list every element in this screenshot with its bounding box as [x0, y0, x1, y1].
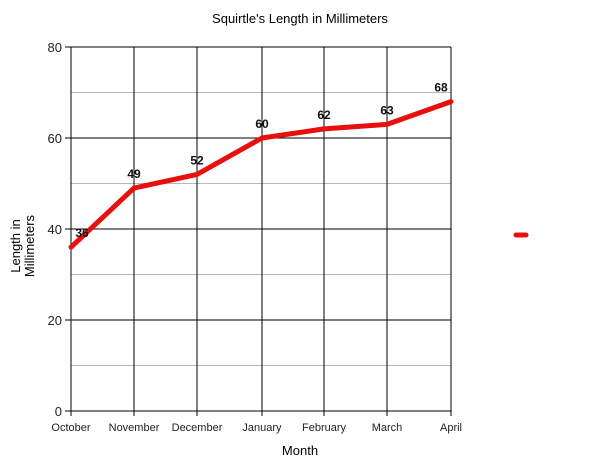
- x-tick-label: February: [302, 422, 347, 434]
- y-axis-ticks: 0 20 40 60 80: [48, 40, 62, 419]
- x-tick-label: December: [172, 422, 223, 434]
- x-tick-label: April: [440, 422, 462, 434]
- y-tick-label: 60: [48, 131, 62, 146]
- chart-title: Squirtle's Length in Millimeters: [212, 11, 388, 26]
- x-tick-label: January: [242, 422, 282, 434]
- data-line: [68, 99, 454, 250]
- data-label: 60: [255, 117, 269, 131]
- x-tick-label: March: [372, 422, 403, 434]
- y-tick-label: 0: [55, 404, 62, 419]
- gridlines: [65, 46, 452, 416]
- data-label: 62: [317, 108, 331, 122]
- x-tick-label: October: [51, 422, 90, 434]
- x-tick-label: November: [109, 422, 160, 434]
- y-tick-label: 80: [48, 40, 62, 55]
- y-axis-label: Length in Millimeters: [8, 214, 37, 277]
- series-line: [68, 99, 454, 250]
- data-label: 49: [127, 167, 141, 181]
- y-axis-label-line: Length in: [8, 219, 23, 273]
- x-axis-ticks: October November December January February Ma…: [51, 422, 462, 434]
- y-tick-label: 20: [48, 313, 62, 328]
- data-label: 63: [380, 103, 394, 117]
- y-axis-label-line: Millimeters: [22, 214, 37, 277]
- x-axis-label: Month: [282, 443, 318, 458]
- data-label: 52: [190, 153, 204, 167]
- data-labels: 36 49 52 60 62 63 68: [75, 81, 448, 241]
- data-label: 68: [434, 81, 448, 95]
- data-label: 36: [75, 226, 89, 240]
- y-tick-label: 40: [48, 222, 62, 237]
